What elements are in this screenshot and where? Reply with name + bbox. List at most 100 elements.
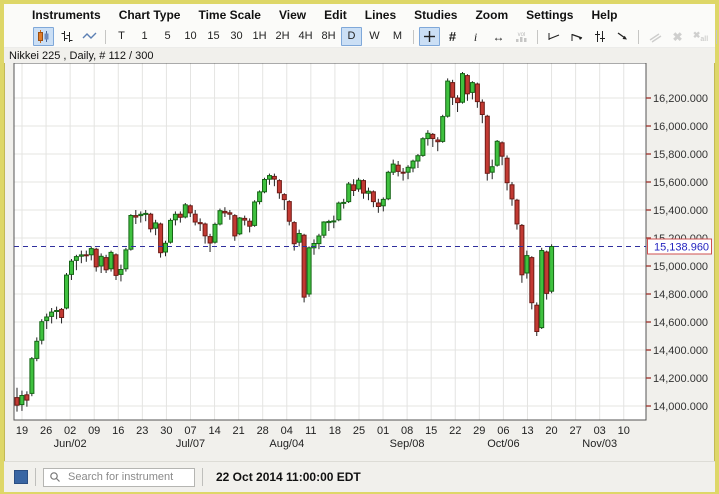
svg-text:22: 22 [449, 425, 461, 437]
menu-item-help[interactable]: Help [591, 8, 618, 22]
timeframe-button-15[interactable]: 15 [207, 30, 220, 42]
status-bar: 22 Oct 2014 11:00:00 EDT [4, 461, 715, 492]
svg-text:10: 10 [618, 425, 630, 437]
time-axis: 19 26 02 09 16 23 30 07 14 21 28 04 11 18 25 01 08 15 22 29… [16, 425, 630, 450]
svg-text:18: 18 [329, 425, 341, 437]
scroll-horizontal-icon[interactable]: ↔ [492, 29, 505, 44]
info-icon[interactable]: i [473, 29, 478, 44]
svg-text:16: 16 [112, 425, 124, 437]
timeframe-button-M[interactable]: M [392, 30, 403, 42]
svg-text:16,000.000: 16,000.000 [653, 121, 708, 133]
menu-item-settings[interactable]: Settings [526, 8, 574, 22]
svg-text:01: 01 [377, 425, 389, 437]
svg-text:23: 23 [136, 425, 148, 437]
candlestick-chart[interactable]: 16,200.000 16,000.000 15,800.000 15,600.000… [4, 62, 715, 455]
svg-text:Aug/04: Aug/04 [269, 438, 304, 450]
svg-text:14,800.000: 14,800.000 [653, 289, 708, 301]
svg-text:14,200.000: 14,200.000 [653, 373, 708, 385]
svg-text:15,800.000: 15,800.000 [653, 149, 708, 161]
parallel-lines-icon[interactable] [644, 27, 665, 46]
ohlc-bars-icon[interactable] [56, 27, 77, 46]
search-input[interactable] [66, 470, 189, 484]
price-axis: 16,200.000 16,000.000 15,800.000 15,600.000… [646, 93, 708, 413]
svg-text:14,600.000: 14,600.000 [653, 317, 708, 329]
line-chart-icon[interactable] [79, 27, 100, 46]
trendline-icon[interactable] [543, 27, 564, 46]
svg-text:11: 11 [305, 425, 316, 437]
svg-text:26: 26 [40, 425, 52, 437]
toolbar-separator [413, 29, 414, 44]
delete-icon[interactable]: ✖ [672, 29, 683, 44]
svg-text:15,600.000: 15,600.000 [653, 177, 708, 189]
menu-item-edit[interactable]: Edit [324, 8, 347, 22]
menu-item-instruments[interactable]: Instruments [32, 8, 101, 22]
delete-all-icon[interactable]: ✖all [692, 29, 709, 43]
toolbar-separator [105, 29, 106, 44]
svg-text:08: 08 [401, 425, 413, 437]
svg-text:06: 06 [497, 425, 509, 437]
menu-item-zoom[interactable]: Zoom [475, 8, 509, 22]
timeframe-button-D[interactable]: D [341, 27, 362, 46]
svg-text:Oct/06: Oct/06 [487, 438, 519, 450]
timeframe-button-10[interactable]: 10 [184, 30, 197, 42]
candles [14, 72, 555, 412]
timeframe-button-1H[interactable]: 1H [252, 30, 267, 42]
svg-text:15,138.960: 15,138.960 [654, 242, 709, 254]
menu-item-studies[interactable]: Studies [414, 8, 458, 22]
toolbar-separator [537, 29, 538, 44]
svg-text:14,400.000: 14,400.000 [653, 345, 708, 357]
svg-text:14,000.000: 14,000.000 [653, 401, 708, 413]
timeframe-button-4H[interactable]: 4H [298, 30, 313, 42]
timeframe-button-2H[interactable]: 2H [275, 30, 290, 42]
candlestick-chart-icon[interactable] [33, 27, 54, 46]
trend-ray-icon[interactable] [566, 27, 587, 46]
svg-text:Jul/07: Jul/07 [176, 438, 205, 450]
svg-text:19: 19 [16, 425, 28, 437]
search-icon [50, 472, 60, 482]
svg-text:20: 20 [545, 425, 557, 437]
timeframe-button-8H[interactable]: 8H [321, 30, 336, 42]
svg-text:25: 25 [353, 425, 365, 437]
divider [202, 468, 203, 486]
svg-text:04: 04 [281, 425, 293, 437]
timeframe-button-1[interactable]: 1 [141, 30, 148, 42]
grid-icon[interactable]: # [448, 29, 457, 44]
svg-text:13: 13 [521, 425, 533, 437]
svg-text:29: 29 [473, 425, 485, 437]
timeframe-button-T[interactable]: T [118, 30, 125, 42]
chart-area: 16,200.000 16,000.000 15,800.000 15,600.000… [4, 62, 715, 460]
chart-title: Nikkei 225 , Daily, # 112 / 300 [4, 48, 715, 63]
trend-arrow-icon[interactable] [612, 27, 633, 46]
crosshair-icon[interactable] [419, 27, 440, 46]
svg-text:Jun/02: Jun/02 [54, 438, 87, 450]
menu-item-chart-type[interactable]: Chart Type [118, 8, 181, 22]
svg-text:30: 30 [160, 425, 172, 437]
timeframe-button-30[interactable]: 30 [230, 30, 243, 42]
search-box[interactable] [43, 467, 195, 487]
menu-item-view[interactable]: View [278, 8, 307, 22]
svg-text:Nov/03: Nov/03 [582, 438, 617, 450]
divider [35, 468, 36, 486]
menu-item-lines[interactable]: Lines [364, 8, 397, 22]
svg-text:15,400.000: 15,400.000 [653, 205, 708, 217]
svg-text:09: 09 [88, 425, 100, 437]
svg-text:Sep/08: Sep/08 [390, 438, 425, 450]
chart-grid [14, 63, 646, 420]
menubar: Instruments Chart Type Time Scale View Edit L… [4, 4, 715, 26]
svg-text:16,200.000: 16,200.000 [653, 93, 708, 105]
svg-text:27: 27 [569, 425, 581, 437]
current-price-label: 15,138.960 [647, 238, 712, 255]
volume-icon[interactable]: vol [511, 27, 532, 46]
timeframe-button-W[interactable]: W [369, 30, 380, 42]
instrument-color-icon [14, 470, 28, 484]
menu-item-time-scale[interactable]: Time Scale [198, 8, 261, 22]
svg-text:15: 15 [425, 425, 437, 437]
svg-text:21: 21 [232, 425, 244, 437]
timeframe-button-5[interactable]: 5 [164, 30, 171, 42]
svg-text:vol: vol [518, 32, 526, 38]
svg-text:07: 07 [184, 425, 196, 437]
plot-frame [13, 62, 647, 421]
toolbar-separator [638, 29, 639, 44]
channel-icon[interactable] [589, 27, 610, 46]
